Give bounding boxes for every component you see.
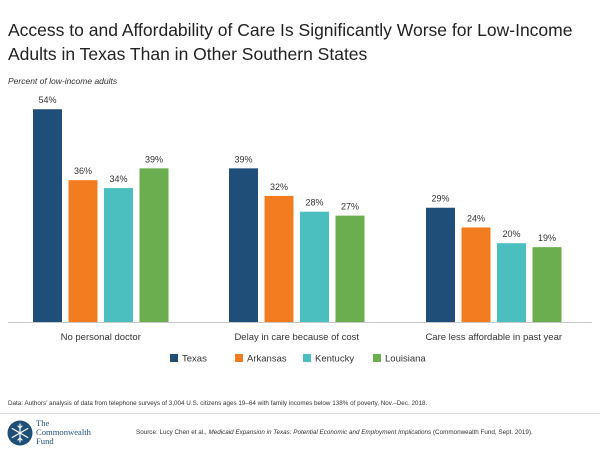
footer-divider xyxy=(0,413,600,414)
bar xyxy=(532,247,562,322)
category-label: Care less affordable in past year xyxy=(425,332,562,343)
bar-value-label: 20% xyxy=(502,229,520,239)
bar-value-label: 32% xyxy=(270,182,288,192)
bar-value-label: 29% xyxy=(431,194,449,204)
bar xyxy=(264,195,294,322)
logo-line-1: The xyxy=(36,418,50,428)
bar-value-label: 36% xyxy=(74,166,92,176)
snowflake-emblem-icon xyxy=(7,420,33,446)
legend-label: Texas xyxy=(182,354,207,365)
bar xyxy=(497,243,526,322)
bar-value-label: 34% xyxy=(109,174,127,184)
bar-value-label: 27% xyxy=(341,202,359,212)
bar xyxy=(426,207,455,322)
logo-line-3: Fund xyxy=(36,436,54,446)
bar xyxy=(300,211,329,322)
source-suffix: (Commonwealth Fund, Sept. 2019). xyxy=(431,429,533,436)
bar xyxy=(229,168,258,322)
bar xyxy=(335,215,365,322)
bar xyxy=(139,168,169,322)
legend-label: Kentucky xyxy=(315,354,354,365)
legend-swatch xyxy=(373,354,381,362)
logo-line-2: Commonwealth xyxy=(36,427,91,437)
category-label: No personal doctor xyxy=(61,332,141,343)
legend-swatch xyxy=(235,354,243,362)
chart-subtitle: Percent of low-income adults xyxy=(8,76,118,86)
bar-value-label: 39% xyxy=(145,154,163,164)
bar-chart: 54% 36% 34% 39% No personal doctor 39% 32% 28% 2… xyxy=(8,95,592,343)
legend-swatch xyxy=(303,354,311,362)
bar xyxy=(33,109,62,323)
bar-value-label: 28% xyxy=(305,198,323,208)
source-prefix: Source: Lucy Chen et al., xyxy=(136,429,209,436)
bar xyxy=(104,188,133,322)
commonwealth-fund-logo: The Commonwealth Fund xyxy=(7,418,127,448)
bar-value-label: 39% xyxy=(234,154,252,164)
bar-value-label: 54% xyxy=(38,95,56,105)
legend-label: Arkansas xyxy=(247,354,287,365)
category-label: Delay in care because of cost xyxy=(234,332,359,343)
source-title: Medicaid Expansion in Texas: Potential E… xyxy=(208,429,432,436)
legend-label: Louisiana xyxy=(385,354,426,365)
chart-title: Access to and Affordability of Care Is S… xyxy=(8,20,573,64)
bar-value-label: 19% xyxy=(538,233,556,243)
legend-swatch xyxy=(170,354,178,362)
bar xyxy=(461,227,491,322)
data-note: Data: Authors’ analysis of data from tel… xyxy=(8,400,428,407)
bar-value-label: 24% xyxy=(467,213,485,223)
bar xyxy=(68,180,98,322)
chart-legend: Texas Arkansas Kentucky Louisiana xyxy=(170,354,426,365)
source-citation: Source: Lucy Chen et al., Medicaid Expan… xyxy=(136,429,596,436)
